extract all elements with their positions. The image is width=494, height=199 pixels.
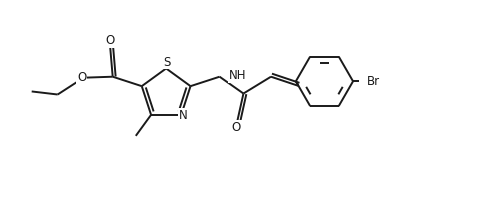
Text: O: O xyxy=(77,71,86,84)
Text: Br: Br xyxy=(367,75,380,88)
Text: O: O xyxy=(232,121,241,134)
Text: N: N xyxy=(179,109,188,122)
Text: NH: NH xyxy=(228,69,246,82)
Text: S: S xyxy=(164,56,171,68)
Text: O: O xyxy=(106,34,115,47)
